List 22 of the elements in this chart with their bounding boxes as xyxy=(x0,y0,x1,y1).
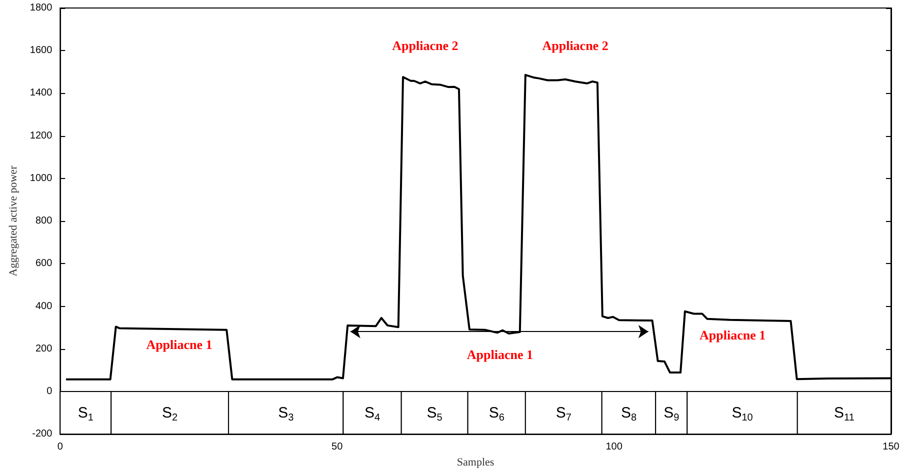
annotation: Appliacne 1 xyxy=(146,336,212,352)
y-tick-label: 1000 xyxy=(30,172,53,184)
x-tick-label: 0 xyxy=(57,442,64,453)
y-tick-label: 1200 xyxy=(30,130,53,142)
y-axis-title: Aggregated active power xyxy=(8,165,20,276)
y-tick-label: 0 xyxy=(46,386,53,397)
y-tick-label: 1400 xyxy=(30,88,53,99)
annotation: Appliacne 2 xyxy=(392,38,458,53)
y-tick-label: -200 xyxy=(32,428,53,440)
annotation: Appliacne 1 xyxy=(700,327,766,342)
x-tick-label: 150 xyxy=(882,442,900,453)
y-tick-label: 600 xyxy=(35,258,53,270)
y-tick-label: 1600 xyxy=(30,45,53,56)
y-tick-label: 400 xyxy=(35,300,53,312)
annotation: Appliacne 2 xyxy=(542,38,608,53)
y-tick-label: 800 xyxy=(35,216,53,227)
annotation: Appliacne 1 xyxy=(466,347,533,362)
x-tick-label: 100 xyxy=(606,442,623,453)
y-tick-label: 200 xyxy=(35,343,53,354)
x-axis-title: Samples xyxy=(456,456,494,468)
x-tick-label: 50 xyxy=(332,442,344,453)
y-tick-label: 1800 xyxy=(30,2,53,14)
